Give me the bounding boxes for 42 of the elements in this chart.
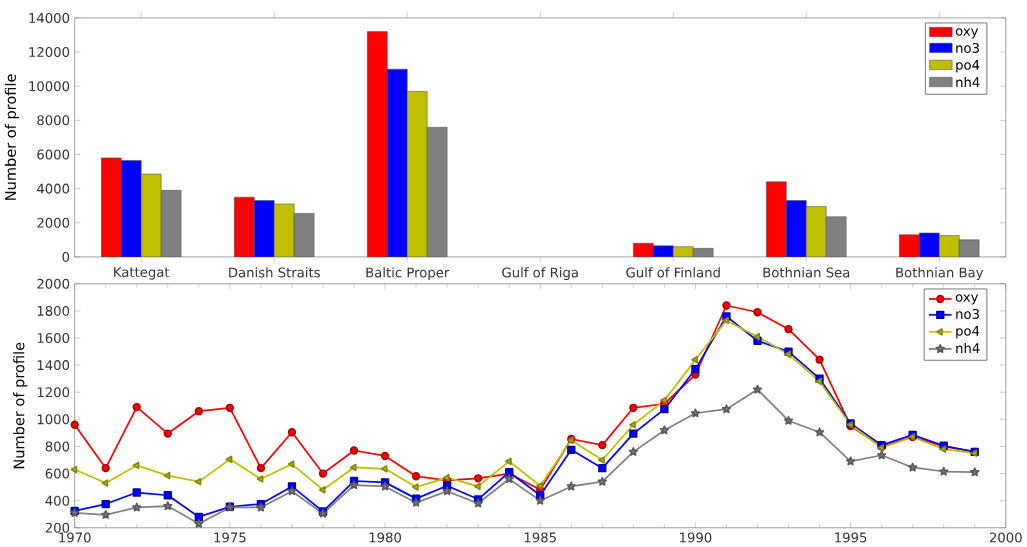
- y-tick-label: 200: [45, 522, 70, 533]
- y-tick-label: 10000: [29, 81, 70, 92]
- y-tick-label: 2000: [37, 217, 70, 228]
- legend-label: nh4: [956, 77, 980, 88]
- x-tick-label: 1975: [214, 532, 246, 543]
- x-tick-label: Gulf of Finland: [626, 267, 720, 278]
- y-tick-label: 1200: [37, 387, 70, 398]
- y-tick-label: 1800: [37, 305, 70, 316]
- x-tick-label: 1985: [524, 532, 556, 543]
- y-tick-label: 800: [45, 441, 70, 452]
- x-tick-label: 1995: [835, 532, 867, 543]
- y-tick-label: 1400: [37, 360, 70, 371]
- legend-label: po4: [956, 326, 980, 339]
- y-tick-label: 12000: [29, 47, 70, 58]
- x-tick-label: 1980: [369, 532, 402, 543]
- x-tick-label: Bothnian Bay: [896, 267, 984, 281]
- x-tick-label: Danish Straits: [229, 267, 320, 278]
- y-tick-label: 400: [45, 495, 70, 506]
- legend-label: nh4: [956, 342, 980, 354]
- legend-label: no3: [956, 42, 979, 53]
- legend-label: oxy: [955, 294, 979, 305]
- y-tick-label: 600: [45, 468, 70, 479]
- legend-label: no3: [956, 308, 979, 319]
- y-tick-label: 2000: [37, 278, 70, 289]
- x-tick-label: 1970: [59, 532, 91, 543]
- y-tick-label: 1000: [37, 414, 70, 425]
- y-tick-label: 14000: [29, 12, 70, 23]
- y-tick-label: 0: [62, 251, 70, 262]
- y-tick-label: 6000: [37, 149, 70, 160]
- y-tick-label: 8000: [37, 115, 70, 126]
- x-tick-label: Gulf of Riga: [502, 267, 578, 281]
- legend-label: oxy: [955, 28, 979, 39]
- x-tick-label: 2000: [989, 532, 1022, 543]
- y-tick-label: 4000: [36, 183, 70, 194]
- x-tick-label: Baltic Proper: [366, 267, 450, 281]
- legend-label: po4: [956, 60, 980, 73]
- x-tick-label: 1990: [680, 532, 712, 543]
- y-axis-title: Number of profile: [13, 342, 28, 469]
- x-tick-label: Bothnian Sea: [763, 267, 850, 278]
- y-tick-label: 1600: [37, 333, 70, 344]
- x-tick-label: Kattegat: [114, 267, 170, 280]
- y-axis-title: Number of profile: [4, 74, 19, 200]
